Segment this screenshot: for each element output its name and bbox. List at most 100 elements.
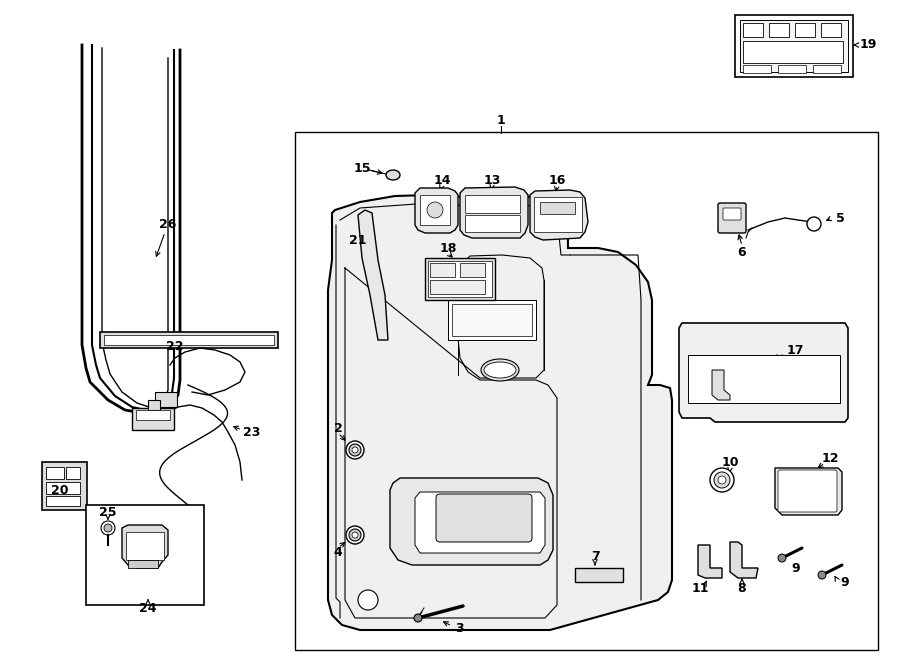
Circle shape xyxy=(710,468,734,492)
Bar xyxy=(46,467,64,479)
Bar xyxy=(86,505,204,605)
Bar xyxy=(769,23,789,37)
Text: 10: 10 xyxy=(721,455,739,469)
Bar xyxy=(743,65,771,73)
Bar xyxy=(460,263,485,277)
Bar xyxy=(104,335,274,345)
Polygon shape xyxy=(415,492,545,553)
Bar xyxy=(128,560,158,568)
Circle shape xyxy=(104,524,112,532)
Bar xyxy=(46,496,80,506)
Bar xyxy=(448,300,536,340)
Bar xyxy=(743,23,763,37)
FancyBboxPatch shape xyxy=(718,203,746,233)
Text: 17: 17 xyxy=(787,344,804,356)
Polygon shape xyxy=(712,370,730,400)
Text: 8: 8 xyxy=(738,582,746,594)
Text: 5: 5 xyxy=(835,212,844,225)
Circle shape xyxy=(427,202,443,218)
Bar xyxy=(452,304,532,336)
Text: 13: 13 xyxy=(483,173,500,186)
Polygon shape xyxy=(122,525,168,568)
Text: 19: 19 xyxy=(860,38,877,52)
Circle shape xyxy=(818,571,826,579)
Polygon shape xyxy=(460,187,528,238)
Circle shape xyxy=(718,476,726,484)
Text: 3: 3 xyxy=(455,621,464,635)
Bar xyxy=(575,568,623,582)
FancyBboxPatch shape xyxy=(723,208,741,220)
Polygon shape xyxy=(358,210,388,340)
Polygon shape xyxy=(530,190,588,240)
Bar xyxy=(534,197,582,232)
Text: 15: 15 xyxy=(353,161,371,175)
Text: 7: 7 xyxy=(590,551,599,563)
Text: 6: 6 xyxy=(738,245,746,258)
Ellipse shape xyxy=(346,441,364,459)
Bar xyxy=(126,532,164,560)
Bar xyxy=(295,132,878,650)
Text: 9: 9 xyxy=(792,561,800,574)
Circle shape xyxy=(807,217,821,231)
Ellipse shape xyxy=(386,170,400,180)
Bar xyxy=(743,41,843,63)
Text: 26: 26 xyxy=(159,219,176,231)
Bar xyxy=(813,65,841,73)
Bar xyxy=(155,392,177,407)
Text: 11: 11 xyxy=(691,582,709,594)
Text: 4: 4 xyxy=(334,547,342,559)
Ellipse shape xyxy=(352,447,358,453)
Text: 21: 21 xyxy=(349,233,367,247)
Ellipse shape xyxy=(484,362,516,378)
Circle shape xyxy=(778,554,786,562)
Text: 24: 24 xyxy=(140,602,157,615)
Ellipse shape xyxy=(481,359,519,381)
Bar xyxy=(430,280,485,294)
Bar xyxy=(465,215,520,232)
Bar xyxy=(540,202,575,214)
Text: 23: 23 xyxy=(243,426,261,438)
Circle shape xyxy=(358,590,378,610)
Polygon shape xyxy=(775,468,842,515)
FancyBboxPatch shape xyxy=(436,494,532,542)
Ellipse shape xyxy=(349,529,361,541)
Text: 18: 18 xyxy=(439,241,456,254)
Bar xyxy=(465,195,520,213)
Polygon shape xyxy=(415,188,458,233)
Ellipse shape xyxy=(349,444,361,456)
Bar xyxy=(46,482,80,494)
Polygon shape xyxy=(698,545,722,578)
Text: 1: 1 xyxy=(497,114,506,126)
Bar xyxy=(42,462,87,510)
Bar xyxy=(430,263,455,277)
Ellipse shape xyxy=(352,532,358,538)
Bar xyxy=(420,195,450,225)
Bar xyxy=(778,65,806,73)
Bar xyxy=(100,332,278,348)
Bar xyxy=(148,400,160,410)
Bar xyxy=(136,410,170,420)
Circle shape xyxy=(414,614,422,622)
Ellipse shape xyxy=(346,526,364,544)
Text: 14: 14 xyxy=(433,173,451,186)
Text: 20: 20 xyxy=(51,483,68,496)
Polygon shape xyxy=(730,542,758,578)
Bar xyxy=(795,23,815,37)
Text: 9: 9 xyxy=(841,576,850,588)
Bar xyxy=(66,467,80,479)
Bar xyxy=(740,20,848,72)
Bar xyxy=(425,258,495,300)
Text: 25: 25 xyxy=(99,506,117,518)
FancyBboxPatch shape xyxy=(778,470,837,512)
Bar xyxy=(132,408,174,430)
Polygon shape xyxy=(390,478,553,565)
Text: 16: 16 xyxy=(548,173,566,186)
Text: 12: 12 xyxy=(821,451,839,465)
Text: 22: 22 xyxy=(166,340,184,352)
Bar xyxy=(688,355,840,403)
Bar xyxy=(428,261,492,297)
Circle shape xyxy=(714,472,730,488)
Circle shape xyxy=(101,521,115,535)
Bar xyxy=(735,15,853,77)
Polygon shape xyxy=(328,195,672,630)
